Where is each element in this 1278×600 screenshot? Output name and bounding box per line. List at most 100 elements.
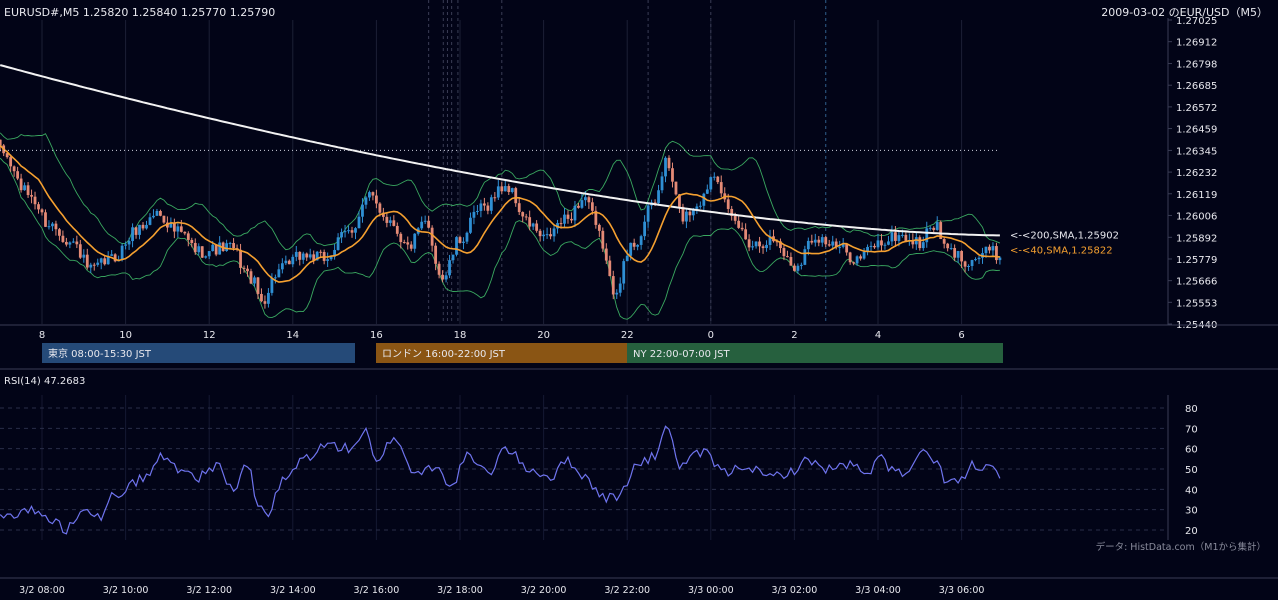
candle <box>33 191 37 210</box>
candle <box>935 216 939 231</box>
candle <box>333 244 336 260</box>
candle <box>859 254 862 261</box>
candle <box>472 205 476 225</box>
time-tick-label: 3/3 06:00 <box>939 585 985 596</box>
candle <box>92 262 96 271</box>
hour-axis: 8 10 12 14 16 18 20 22 0 2 4 6 <box>39 330 965 341</box>
session-bar-london <box>376 343 627 363</box>
candle <box>395 222 399 237</box>
candle <box>409 241 413 252</box>
candle <box>563 207 566 229</box>
candle <box>493 192 497 202</box>
candle <box>768 229 772 250</box>
candle <box>476 204 479 215</box>
candle <box>685 208 688 229</box>
candle <box>991 242 995 257</box>
candle <box>890 225 894 246</box>
hour-tick-label: 16 <box>370 330 383 341</box>
candle <box>793 263 796 272</box>
candle <box>855 255 859 266</box>
candle <box>54 220 58 236</box>
candle <box>434 242 438 271</box>
candle <box>152 209 155 219</box>
candle <box>960 250 963 269</box>
hour-tick-label: 14 <box>286 330 299 341</box>
candle <box>956 250 960 264</box>
rsi-axis: 80 70 60 50 40 30 20 <box>1185 404 1198 537</box>
candle <box>646 202 650 228</box>
rsi-line <box>0 425 1001 535</box>
candle <box>82 249 86 263</box>
session-label-london: ロンドン 16:00-22:00 JST <box>382 349 506 360</box>
candle <box>138 224 141 240</box>
candle <box>737 214 741 229</box>
candle <box>820 234 824 247</box>
price-tick-label: 1.26459 <box>1176 125 1217 136</box>
candle <box>263 295 267 309</box>
candle <box>813 233 817 247</box>
candle <box>712 172 716 181</box>
candle <box>127 237 131 250</box>
candle <box>103 255 107 266</box>
candle <box>570 212 573 224</box>
candle <box>462 237 465 250</box>
candle <box>660 171 664 194</box>
candle <box>779 238 782 253</box>
candle <box>9 154 13 172</box>
candle <box>12 165 16 177</box>
price-tick-label: 1.26345 <box>1176 146 1217 157</box>
candle <box>368 190 371 201</box>
price-tick-label: 1.27025 <box>1176 16 1217 27</box>
sma200-line <box>0 64 1000 237</box>
candle <box>716 175 720 185</box>
candle <box>479 199 483 218</box>
candle <box>587 195 591 209</box>
candle <box>500 182 504 194</box>
candle <box>761 244 765 254</box>
candle <box>319 249 323 257</box>
candle <box>709 176 713 193</box>
hour-tick-label: 22 <box>621 330 634 341</box>
candle <box>643 215 647 241</box>
candle <box>482 197 486 211</box>
candle <box>427 215 431 229</box>
candle <box>517 197 521 216</box>
candle <box>671 162 674 188</box>
session-bar-ny <box>627 343 1003 363</box>
candle <box>702 192 706 212</box>
candle <box>765 240 768 252</box>
candle <box>862 248 866 260</box>
candle <box>200 246 204 259</box>
candle <box>347 225 350 234</box>
candle <box>113 253 117 263</box>
candle <box>549 227 552 240</box>
session-label-ny: NY 22:00-07:00 JST <box>633 349 730 360</box>
time-tick-label: 3/3 02:00 <box>772 585 818 596</box>
price-tick-label: 1.25892 <box>1176 233 1217 244</box>
candle <box>16 166 20 181</box>
candle <box>47 220 51 230</box>
candle <box>953 244 957 261</box>
candle <box>64 237 68 247</box>
rsi-tick-label: 30 <box>1185 506 1198 517</box>
candle <box>866 244 869 256</box>
hour-tick-label: 18 <box>454 330 467 341</box>
candle <box>918 235 922 251</box>
candle <box>657 184 660 206</box>
candle <box>705 184 709 195</box>
candle <box>155 208 159 216</box>
candle <box>618 277 622 297</box>
price-axis: 1.27025 1.26912 1.26798 1.26685 1.26572 1.264… <box>1168 16 1217 331</box>
candle <box>531 222 535 230</box>
candle <box>977 256 981 265</box>
candle <box>162 215 166 224</box>
candle <box>577 202 580 209</box>
candle <box>420 216 424 231</box>
candle <box>193 238 197 255</box>
price-tick-label: 1.25666 <box>1176 277 1217 288</box>
candle <box>869 241 873 252</box>
candle <box>552 224 556 242</box>
candle <box>301 251 305 264</box>
candle <box>514 186 518 207</box>
